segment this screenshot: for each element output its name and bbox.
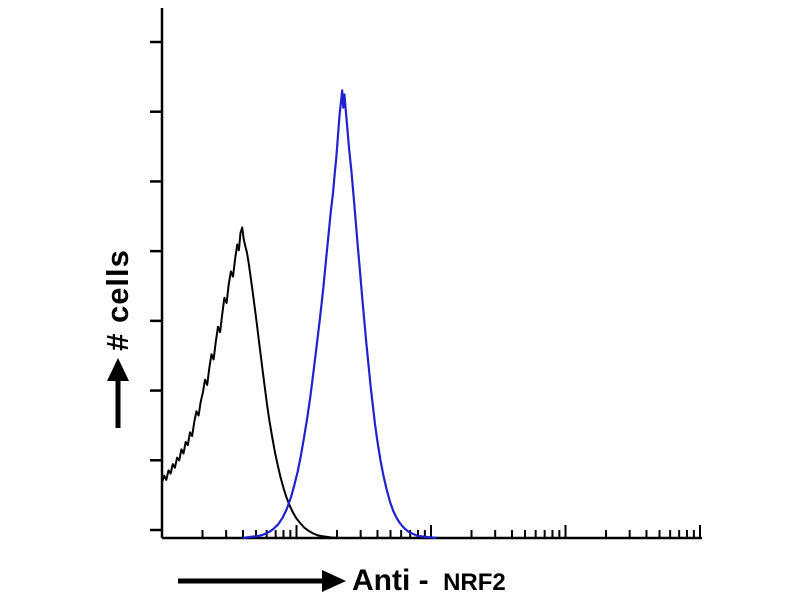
x-axis-label: Anti - NRF2 <box>352 564 506 598</box>
blue-histogram-curve <box>242 89 437 540</box>
x-axis-label-main: Anti - <box>352 564 429 597</box>
x-axis-label-target: NRF2 <box>443 569 506 596</box>
black-histogram-curve <box>161 226 340 539</box>
y-axis-label: # cells <box>100 249 135 351</box>
y-axis-arrow-icon <box>107 358 129 428</box>
axes <box>160 8 702 540</box>
x-axis-arrow-icon <box>178 570 346 592</box>
axis-ticks <box>150 40 701 538</box>
